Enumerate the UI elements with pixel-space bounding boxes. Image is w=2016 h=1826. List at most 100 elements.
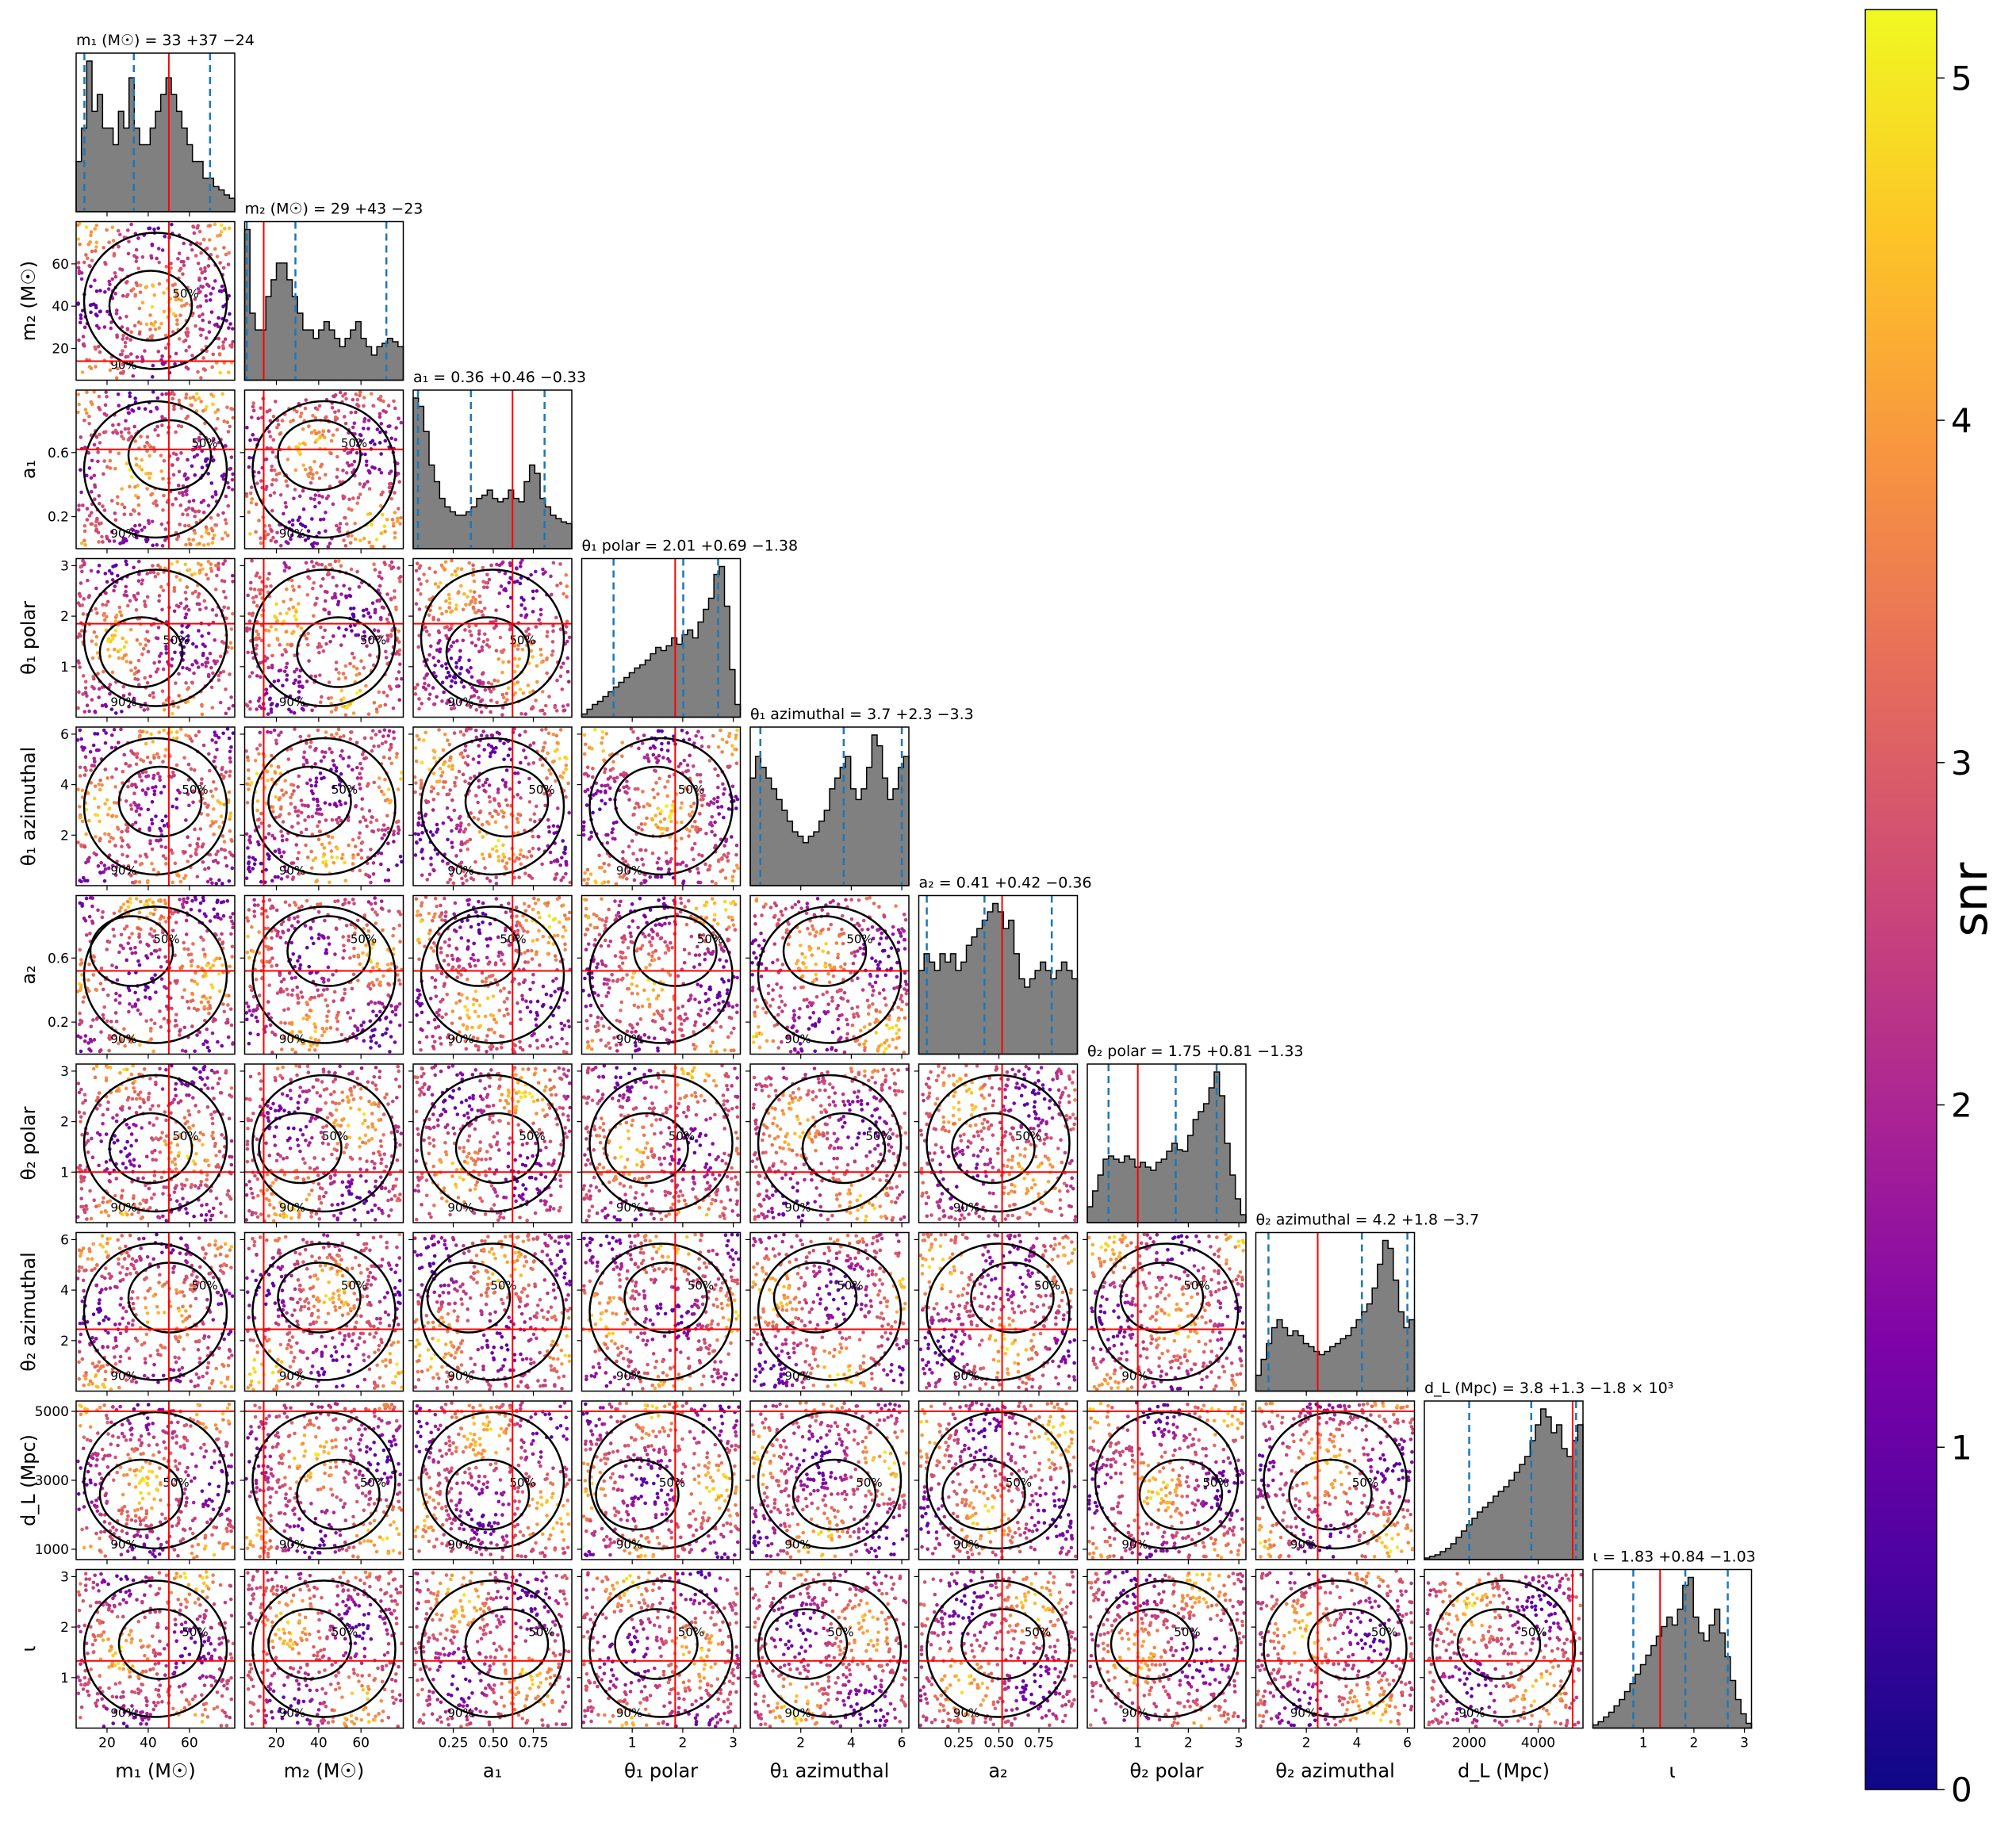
scatter-point <box>522 748 526 752</box>
scatter-point <box>201 237 206 242</box>
scatter-point <box>655 875 660 879</box>
scatter-point <box>471 567 476 572</box>
scatter-point <box>156 433 160 438</box>
scatter-point <box>378 584 382 588</box>
scatter-point <box>87 856 91 860</box>
scatter-point <box>190 681 194 685</box>
scatter-point <box>247 955 251 960</box>
scatter-point <box>500 859 505 863</box>
scatter-point <box>654 781 658 785</box>
scatter-point <box>358 787 362 791</box>
scatter-point <box>178 879 183 884</box>
scatter-point <box>97 540 101 544</box>
scatter-point <box>266 1000 270 1004</box>
scatter-point <box>208 995 213 1000</box>
scatter-point <box>101 669 105 674</box>
scatter-point <box>362 482 367 486</box>
scatter-point <box>515 647 520 652</box>
scatter-point <box>465 839 470 844</box>
scatter-point <box>105 534 109 539</box>
scatter-point <box>344 627 348 632</box>
scatter-point <box>231 925 235 930</box>
scatter-point <box>137 465 142 469</box>
scatter-point <box>660 729 664 733</box>
scatter-point <box>399 777 403 781</box>
scatter-point <box>545 776 549 780</box>
scatter-point <box>395 684 399 688</box>
scatter-point <box>125 327 130 331</box>
scatter-point <box>258 591 263 596</box>
scatter-point <box>393 491 397 495</box>
scatter-point <box>158 775 162 779</box>
scatter-point <box>226 262 231 266</box>
scatter-point <box>134 607 139 612</box>
scatter-point <box>636 737 640 741</box>
scatter-point <box>249 485 254 489</box>
scatter-point <box>194 733 198 738</box>
scatter-point <box>182 263 186 268</box>
scatter-point <box>393 530 397 535</box>
scatter-point <box>206 503 211 507</box>
scatter-point <box>421 738 426 742</box>
scatter-point <box>118 371 123 375</box>
panel-frame <box>412 557 573 718</box>
scatter-point <box>473 728 478 733</box>
scatter-point <box>602 861 606 866</box>
scatter-point <box>115 495 120 499</box>
scatter-point <box>285 837 289 842</box>
scatter-point <box>124 761 128 766</box>
scatter-point <box>88 932 92 936</box>
scatter-point <box>564 871 568 876</box>
scatter-point <box>170 1006 174 1011</box>
scatter-point <box>441 785 446 790</box>
scatter-point <box>558 562 562 566</box>
scatter-point <box>203 421 207 426</box>
scatter-point <box>428 608 432 613</box>
scatter-point <box>326 570 331 575</box>
scatter-point <box>377 744 381 748</box>
scatter-point <box>550 640 555 644</box>
scatter-point <box>199 251 203 255</box>
scatter-point <box>365 784 370 788</box>
scatter-point <box>182 1025 187 1030</box>
scatter-point <box>217 345 221 350</box>
scatter-point <box>217 878 221 882</box>
scatter-point <box>393 406 397 411</box>
scatter-point <box>93 710 98 714</box>
scatter-points <box>244 390 404 549</box>
scatter-point <box>309 468 313 472</box>
scatter-point <box>227 736 232 741</box>
scatter-point <box>481 783 485 787</box>
scatter-point <box>125 336 129 340</box>
scatter-point <box>213 410 217 415</box>
scatter-point <box>367 487 372 491</box>
scatter-point <box>458 848 463 853</box>
scatter-point <box>479 733 484 738</box>
scatter-point <box>622 771 626 775</box>
scatter-point <box>346 818 351 822</box>
scatter-point <box>226 430 231 434</box>
scatter-point <box>107 539 112 543</box>
scatter-point <box>198 327 202 331</box>
scatter-point <box>347 463 351 468</box>
scatter-point <box>105 798 109 802</box>
scatter-point <box>94 289 99 293</box>
scatter-point <box>163 845 168 849</box>
scatter-point <box>84 473 89 478</box>
scatter-point <box>152 660 156 665</box>
scatter-point <box>274 473 279 477</box>
scatter-point <box>182 940 186 945</box>
scatter-point <box>153 320 158 324</box>
scatter-point <box>108 368 113 373</box>
scatter-point <box>346 451 350 455</box>
scatter-point <box>228 760 232 764</box>
scatter-point <box>362 736 367 741</box>
scatter-point <box>146 639 151 643</box>
scatter-point <box>230 646 234 650</box>
scatter-point <box>471 757 476 761</box>
scatter-point <box>643 879 648 883</box>
scatter-point <box>160 415 164 419</box>
scatter-point <box>284 479 289 483</box>
scatter-point <box>206 559 211 564</box>
scatter-point <box>164 986 169 990</box>
